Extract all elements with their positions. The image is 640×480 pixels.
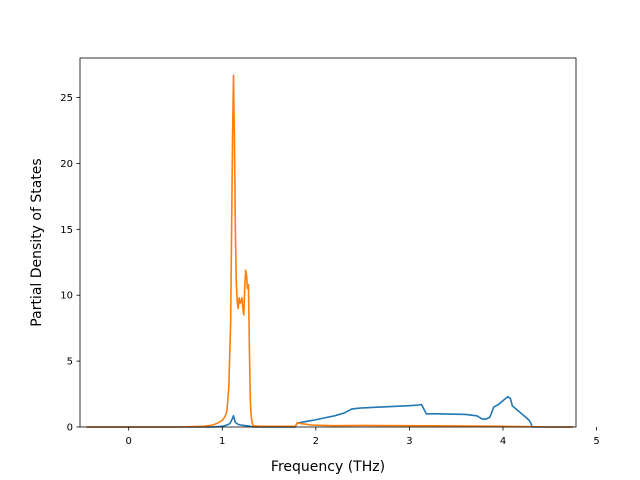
y-axis-label: Partial Density of States xyxy=(29,158,45,326)
y-tick-label: 5 xyxy=(67,357,73,368)
y-axis-ticks: 0 5 10 15 20 25 xyxy=(60,93,80,434)
series-line-1 xyxy=(86,395,574,428)
y-tick-label: 15 xyxy=(60,225,73,236)
y-tick-label: 0 xyxy=(67,423,73,434)
series-line-2 xyxy=(86,74,574,428)
x-tick-label: 4 xyxy=(500,436,506,447)
x-axis-ticks: 0 1 2 3 4 5 xyxy=(125,427,600,447)
plot-frame xyxy=(79,57,577,428)
x-tick-label: 0 xyxy=(125,436,131,447)
x-tick-label: 3 xyxy=(406,436,412,447)
x-axis-label: Frequency (THz) xyxy=(271,459,385,475)
x-tick-label: 2 xyxy=(313,436,319,447)
y-tick-label: 25 xyxy=(60,93,73,104)
plot-lines xyxy=(86,74,574,428)
y-tick-label: 20 xyxy=(60,159,73,170)
y-tick-label: 10 xyxy=(60,291,73,302)
x-tick-label: 1 xyxy=(219,436,225,447)
x-tick-label: 5 xyxy=(593,436,599,447)
